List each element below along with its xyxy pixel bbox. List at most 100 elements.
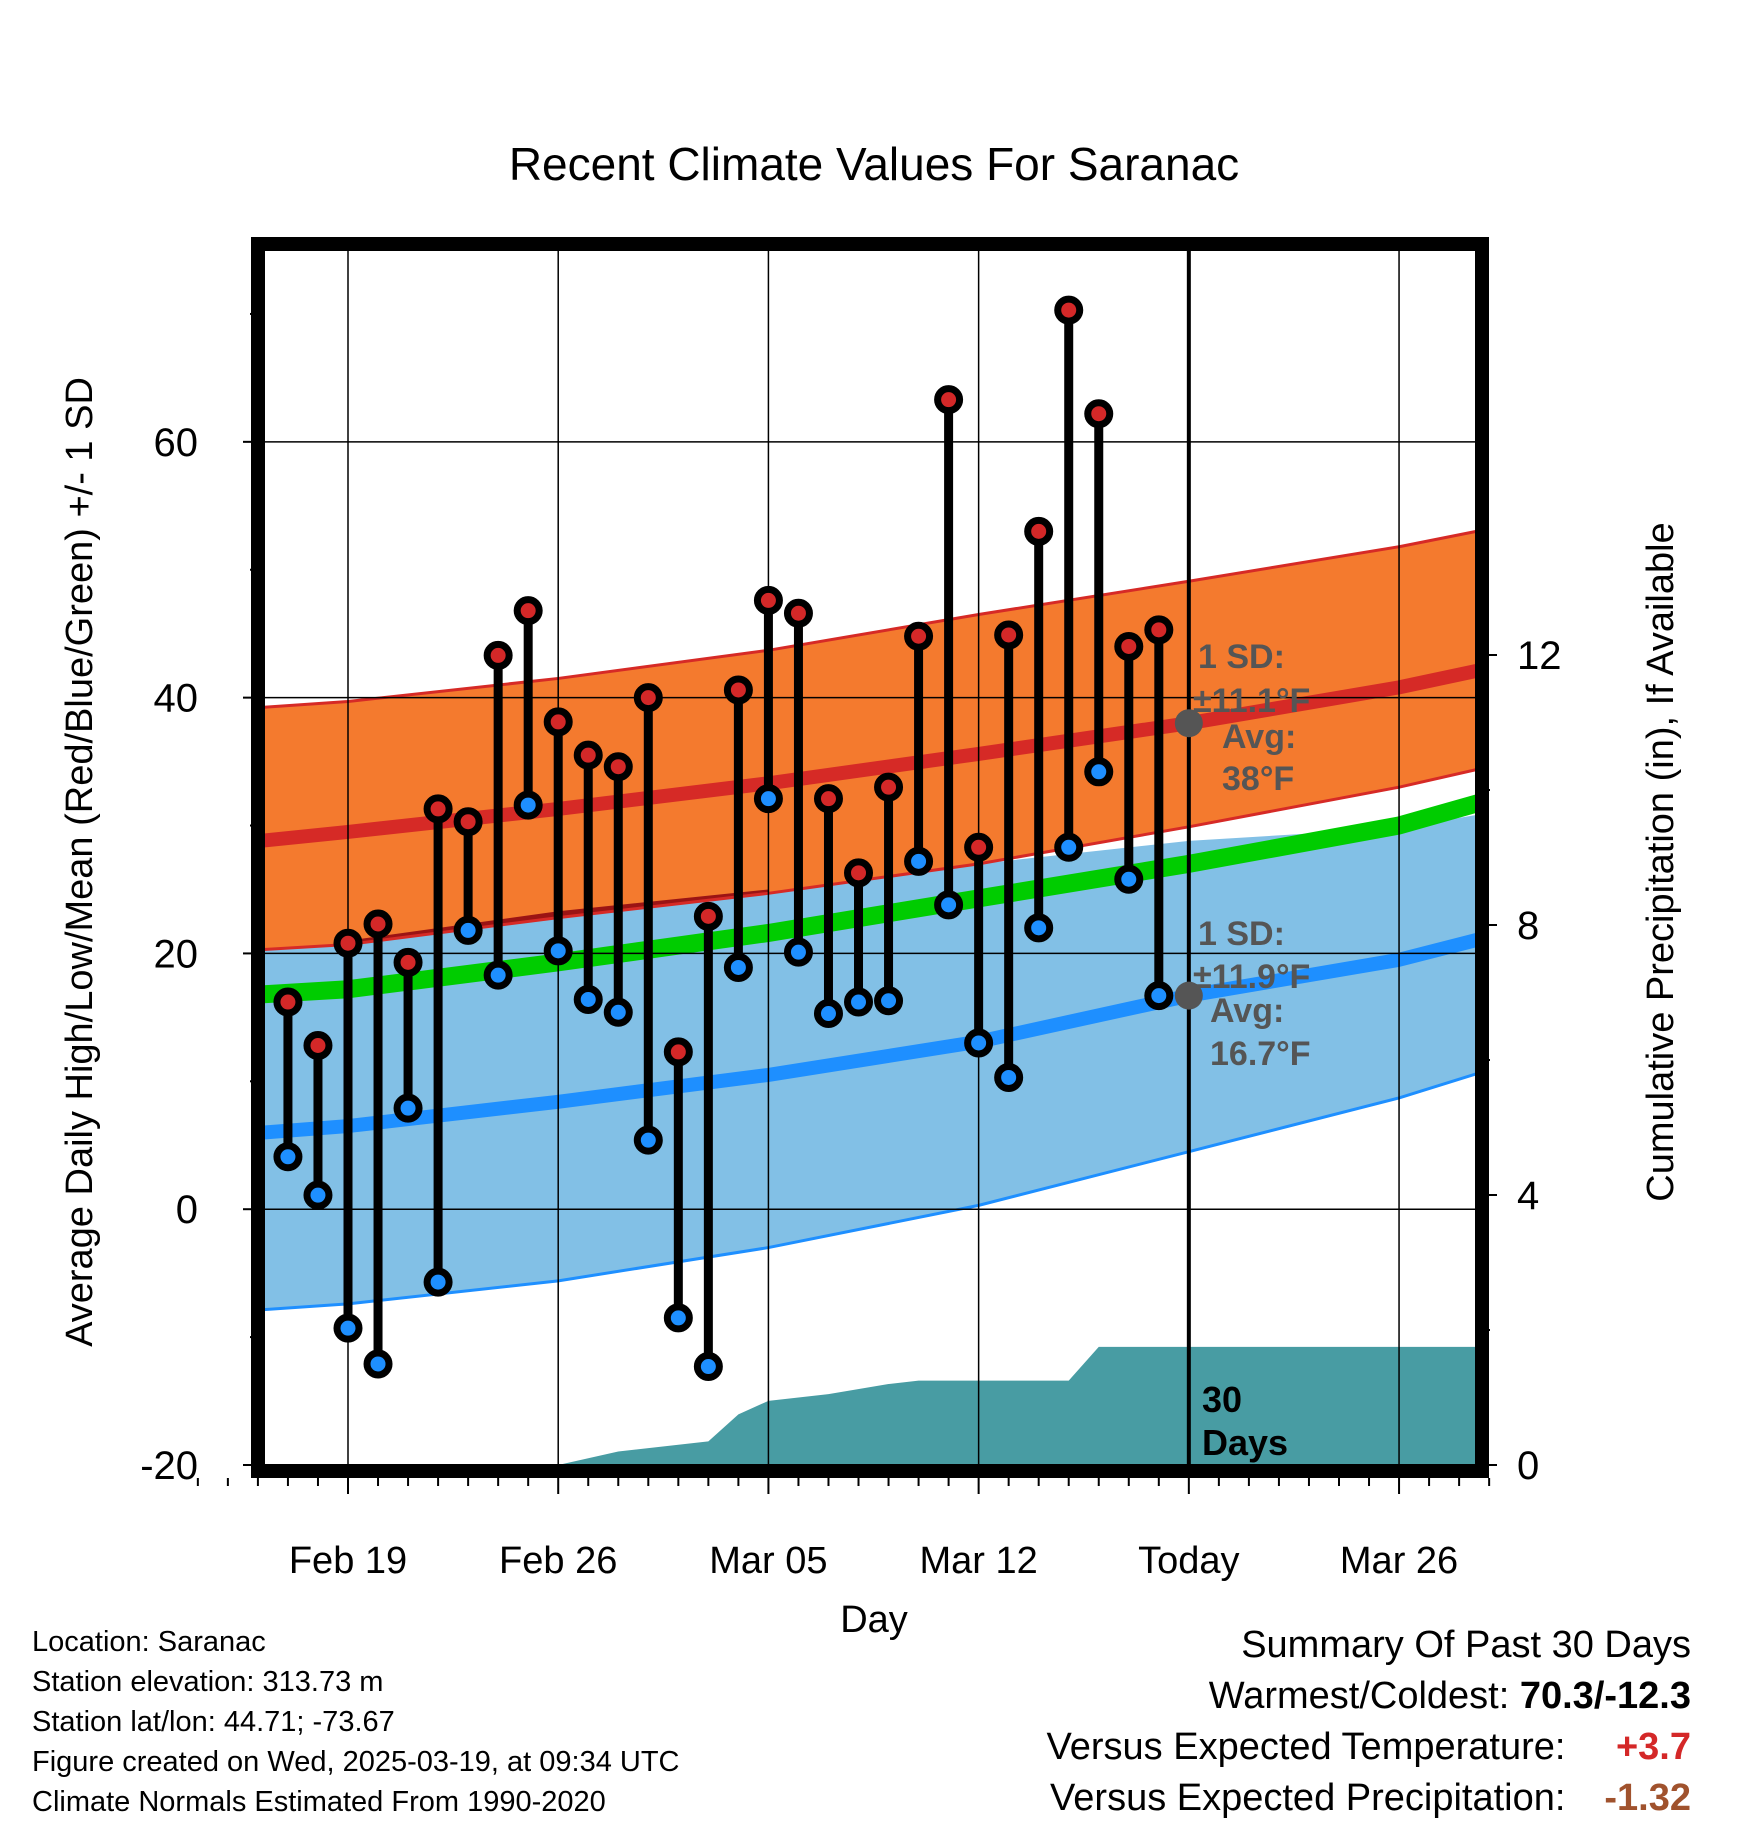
info-normals: Climate Normals Estimated From 1990-2020 bbox=[32, 1786, 606, 1818]
info-latlon: Station lat/lon: 44.71; -73.67 bbox=[32, 1706, 395, 1738]
daily-low-point bbox=[904, 846, 934, 876]
daily-high-point bbox=[723, 675, 753, 705]
precip-label: Versus Expected Precipitation: bbox=[1050, 1777, 1566, 1819]
high-sd-value: ±11.1°F bbox=[1193, 682, 1310, 720]
warm-cold-label: Warmest/Coldest: bbox=[1208, 1675, 1510, 1717]
y-tick-label-right: 4 bbox=[1517, 1174, 1539, 1218]
daily-high-point bbox=[874, 772, 904, 802]
axis-ticks: -20 0 20 40 60 0 4 8 12 Feb 19 Feb 26 Mar 05 Mar 12 T… bbox=[140, 312, 1562, 1582]
summary-panel: Summary Of Past 30 Days Warmest/Coldest:… bbox=[1047, 1620, 1691, 1824]
daily-low-point bbox=[1054, 832, 1084, 862]
daily-low-point bbox=[1024, 913, 1054, 943]
chart-title: Recent Climate Values For Saranac bbox=[509, 138, 1239, 190]
daily-low-point bbox=[1114, 864, 1144, 894]
precip-anomaly-value: -1.32 bbox=[1604, 1777, 1691, 1819]
daily-high-point bbox=[423, 794, 453, 824]
high-avg-label: Avg: bbox=[1222, 718, 1296, 756]
daily-low-point bbox=[994, 1062, 1024, 1092]
daily-low-point bbox=[423, 1267, 453, 1297]
info-elevation: Station elevation: 313.73 m bbox=[32, 1666, 384, 1698]
x-axis-label: Day bbox=[840, 1599, 908, 1641]
x-tick-label: Today bbox=[1138, 1540, 1239, 1582]
daily-high-point bbox=[333, 928, 363, 958]
y-tick-label-left: -20 bbox=[140, 1444, 198, 1488]
daily-high-point bbox=[453, 807, 483, 837]
daily-high-point bbox=[663, 1037, 693, 1067]
info-created: Figure created on Wed, 2025-03-19, at 09… bbox=[32, 1746, 680, 1778]
daily-low-point bbox=[303, 1180, 333, 1210]
x-tick-label: Mar 26 bbox=[1340, 1540, 1458, 1582]
daily-high-point bbox=[573, 740, 603, 770]
daily-low-point bbox=[333, 1313, 363, 1343]
plot-frame bbox=[251, 237, 1489, 1478]
low-band-lower-edge bbox=[264, 1072, 1476, 1312]
low-avg-dot bbox=[1174, 981, 1203, 1010]
high-sd-label: 1 SD: bbox=[1198, 638, 1285, 676]
x-tick-label: Feb 26 bbox=[499, 1540, 617, 1582]
summary-temp-row: Versus Expected Temperature: +3.7 bbox=[1047, 1722, 1691, 1773]
high-avg-dot bbox=[1174, 709, 1203, 738]
daily-low-point bbox=[934, 890, 964, 920]
daily-low-point bbox=[723, 952, 753, 982]
daily-high-point bbox=[483, 640, 513, 670]
low-mean-line bbox=[264, 932, 1476, 1140]
daily-high-point bbox=[513, 596, 543, 626]
y-tick-label-left: 20 bbox=[154, 932, 199, 976]
daily-low-point bbox=[663, 1303, 693, 1333]
x-tick-label: Feb 19 bbox=[289, 1540, 407, 1582]
daily-low-point bbox=[573, 984, 603, 1014]
daily-low-point bbox=[603, 997, 633, 1027]
daily-high-point bbox=[934, 385, 964, 415]
daily-high-point bbox=[813, 784, 843, 814]
daily-low-point bbox=[483, 960, 513, 990]
daily-high-point bbox=[1084, 399, 1114, 429]
avg-mean-line bbox=[264, 794, 1476, 1004]
temp-label: Versus Expected Temperature: bbox=[1046, 1726, 1566, 1768]
daily-low-point bbox=[1084, 757, 1114, 787]
low-avg-label: Avg: bbox=[1210, 992, 1284, 1030]
daily-low-point bbox=[453, 915, 483, 945]
daily-high-point bbox=[603, 752, 633, 782]
daily-low-point bbox=[393, 1093, 423, 1123]
high-band-lower-edge bbox=[264, 768, 1476, 951]
low-avg-value: 16.7°F bbox=[1210, 1035, 1311, 1073]
daily-low-point bbox=[753, 784, 783, 814]
y-tick-label-right: 8 bbox=[1517, 904, 1539, 948]
plot-clipped-layer bbox=[264, 250, 1476, 1465]
high-avg-value: 38°F bbox=[1222, 760, 1294, 798]
daily-low-point bbox=[543, 936, 573, 966]
daily-high-point bbox=[543, 707, 573, 737]
daily-high-point bbox=[1114, 631, 1144, 661]
daily-low-point bbox=[633, 1125, 663, 1155]
daily-low-point bbox=[1144, 981, 1174, 1011]
daily-high-point bbox=[303, 1031, 333, 1061]
window-days-label: Days bbox=[1202, 1422, 1288, 1463]
x-tick-label: Mar 12 bbox=[919, 1540, 1037, 1582]
y-axis-label-left: Average Daily High/Low/Mean (Red/Blue/Gr… bbox=[59, 377, 101, 1347]
daily-high-point bbox=[753, 585, 783, 615]
daily-high-point bbox=[693, 901, 723, 931]
y-tick-label-right: 12 bbox=[1517, 634, 1562, 678]
high-mean-line bbox=[264, 663, 1476, 848]
daily-low-point bbox=[363, 1349, 393, 1379]
temp-anomaly-value: +3.7 bbox=[1615, 1726, 1691, 1768]
station-info: Location: Saranac Station elevation: 313… bbox=[32, 1622, 680, 1822]
daily-high-point bbox=[994, 620, 1024, 650]
x-tick-label: Mar 05 bbox=[709, 1540, 827, 1582]
high-sd-band bbox=[264, 531, 1476, 950]
precip-area bbox=[558, 1346, 1476, 1465]
daily-low-point bbox=[783, 937, 813, 967]
daily-low-point bbox=[693, 1352, 723, 1382]
daily-high-point bbox=[783, 598, 813, 628]
y-tick-label-left: 40 bbox=[154, 677, 199, 721]
daily-high-point bbox=[363, 909, 393, 939]
window-days-number: 30 bbox=[1202, 1379, 1242, 1420]
daily-high-point bbox=[1144, 615, 1174, 645]
daily-high-point bbox=[964, 832, 994, 862]
summary-title: Summary Of Past 30 Days bbox=[1241, 1624, 1691, 1666]
daily-high-point bbox=[904, 621, 934, 651]
daily-high-point bbox=[1054, 295, 1084, 325]
daily-high-point bbox=[633, 683, 663, 713]
